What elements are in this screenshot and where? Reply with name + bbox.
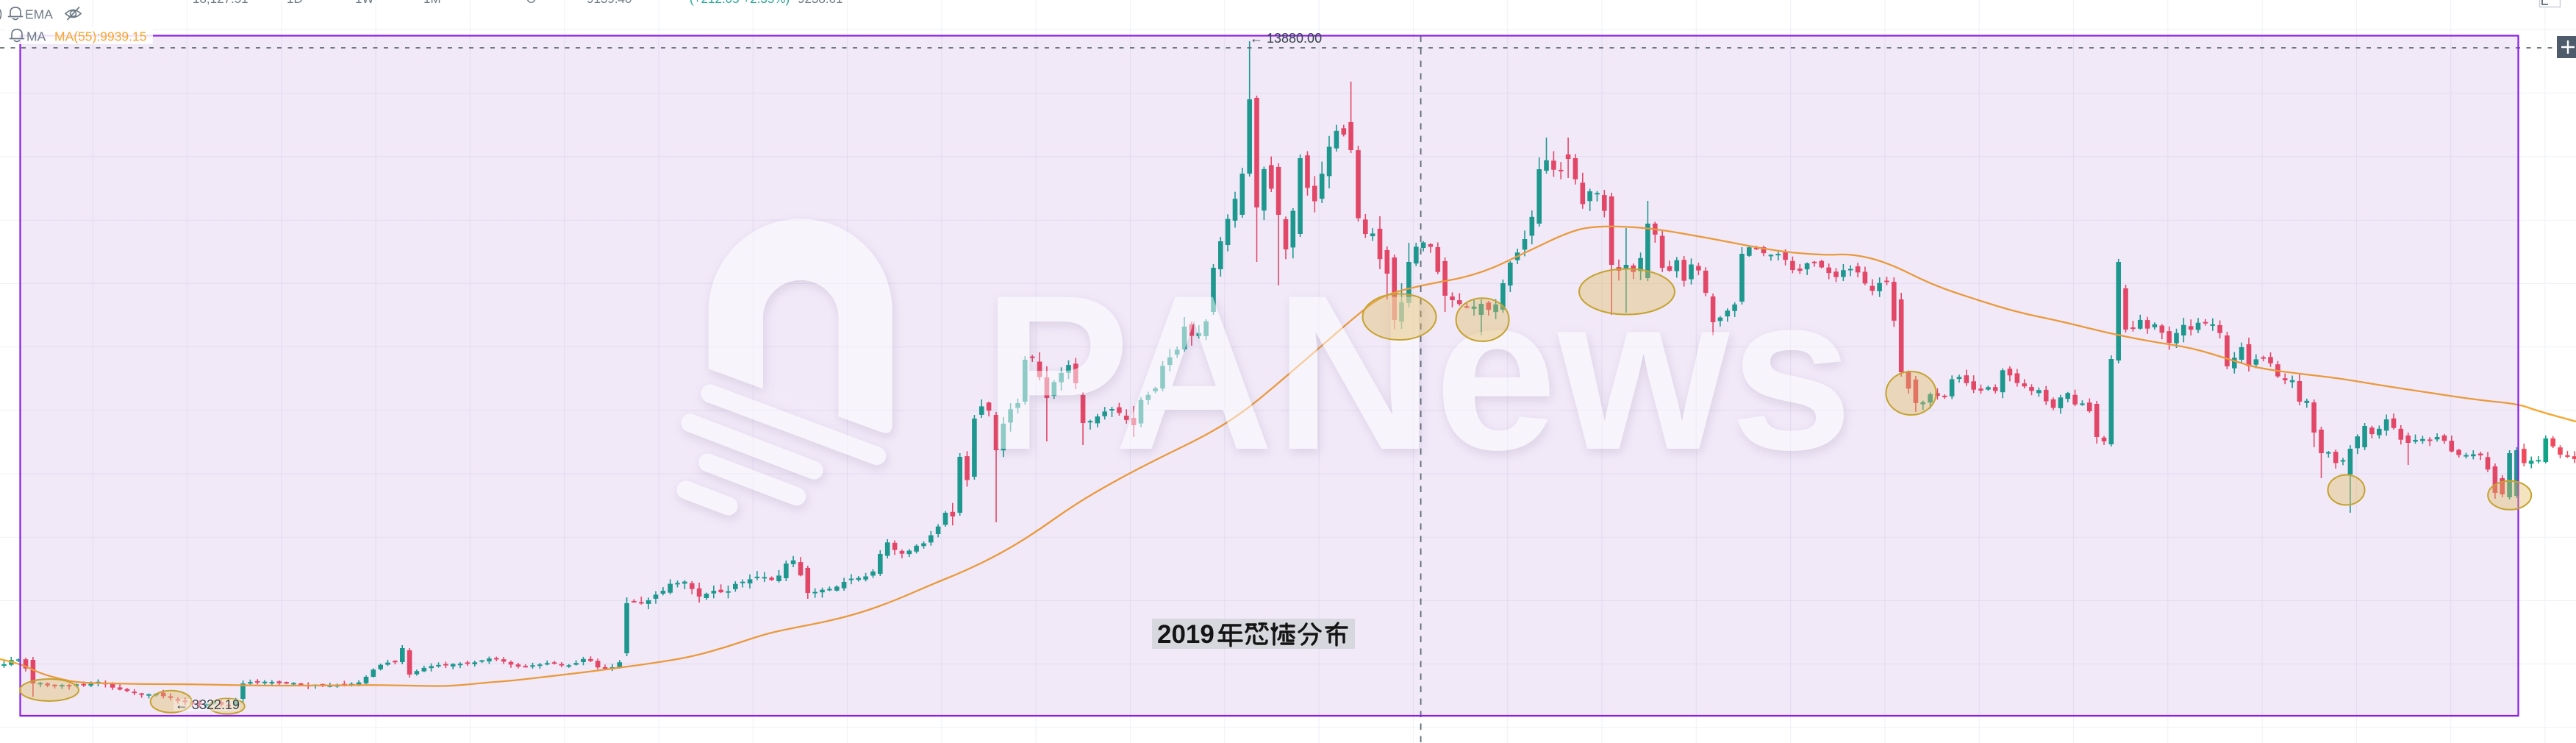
svg-text:18,127.51: 18,127.51	[193, 0, 248, 6]
svg-text:PANews: PANews	[983, 249, 1853, 496]
svg-text:(+212.05 +2.35%): (+212.05 +2.35%)	[690, 0, 790, 6]
svg-text:MA: MA	[26, 29, 46, 44]
svg-text:← 13880.00: ← 13880.00	[1250, 31, 1322, 46]
svg-text:1M: 1M	[423, 0, 441, 6]
svg-text:1W: 1W	[355, 0, 374, 6]
svg-text:← 3322.19: ← 3322.19	[175, 697, 240, 712]
svg-text:2019: 2019	[1157, 620, 1214, 649]
svg-text:9238.61: 9238.61	[798, 0, 842, 6]
svg-text:MA(55):9939.15: MA(55):9939.15	[54, 29, 147, 44]
svg-text:9139.40: 9139.40	[587, 0, 632, 6]
svg-text:1D: 1D	[287, 0, 303, 6]
svg-text:EMA: EMA	[25, 7, 53, 22]
svg-text:O: O	[526, 0, 536, 6]
